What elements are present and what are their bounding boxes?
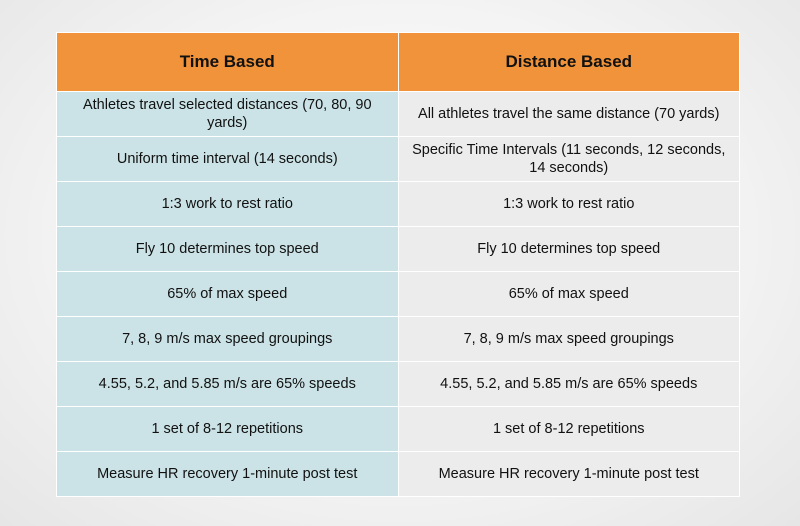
time-based-cell: Fly 10 determines top speed	[56, 226, 399, 272]
time-based-cell: Measure HR recovery 1-minute post test	[56, 451, 399, 497]
table-row: 1 set of 8-12 repetitions 1 set of 8-12 …	[56, 406, 740, 452]
table-header-row: Time Based Distance Based	[56, 32, 740, 92]
table-row: 1:3 work to rest ratio 1:3 work to rest …	[56, 181, 740, 227]
comparison-table: Time Based Distance Based Athletes trave…	[56, 32, 740, 497]
table-row: Athletes travel selected distances (70, …	[56, 91, 740, 137]
distance-based-cell: 65% of max speed	[397, 271, 740, 317]
table-row: Fly 10 determines top speed Fly 10 deter…	[56, 226, 740, 272]
time-based-cell: Uniform time interval (14 seconds)	[56, 136, 399, 182]
table-row: Uniform time interval (14 seconds) Speci…	[56, 136, 740, 182]
time-based-cell: 65% of max speed	[56, 271, 399, 317]
table-row: 7, 8, 9 m/s max speed groupings 7, 8, 9 …	[56, 316, 740, 362]
distance-based-cell: Measure HR recovery 1-minute post test	[397, 451, 740, 497]
time-based-cell: 7, 8, 9 m/s max speed groupings	[56, 316, 399, 362]
time-based-cell: 1:3 work to rest ratio	[56, 181, 399, 227]
distance-based-cell: 4.55, 5.2, and 5.85 m/s are 65% speeds	[397, 361, 740, 407]
distance-based-cell: Specific Time Intervals (11 seconds, 12 …	[397, 136, 740, 182]
distance-based-cell: 1 set of 8-12 repetitions	[397, 406, 740, 452]
time-based-cell: Athletes travel selected distances (70, …	[56, 91, 399, 137]
header-time-based: Time Based	[56, 32, 399, 92]
distance-based-cell: 7, 8, 9 m/s max speed groupings	[397, 316, 740, 362]
distance-based-cell: 1:3 work to rest ratio	[397, 181, 740, 227]
header-distance-based: Distance Based	[397, 32, 740, 92]
distance-based-cell: Fly 10 determines top speed	[397, 226, 740, 272]
distance-based-cell: All athletes travel the same distance (7…	[397, 91, 740, 137]
time-based-cell: 4.55, 5.2, and 5.85 m/s are 65% speeds	[56, 361, 399, 407]
time-based-cell: 1 set of 8-12 repetitions	[56, 406, 399, 452]
table-row: 4.55, 5.2, and 5.85 m/s are 65% speeds 4…	[56, 361, 740, 407]
table-row: 65% of max speed 65% of max speed	[56, 271, 740, 317]
table-row: Measure HR recovery 1-minute post test M…	[56, 451, 740, 497]
